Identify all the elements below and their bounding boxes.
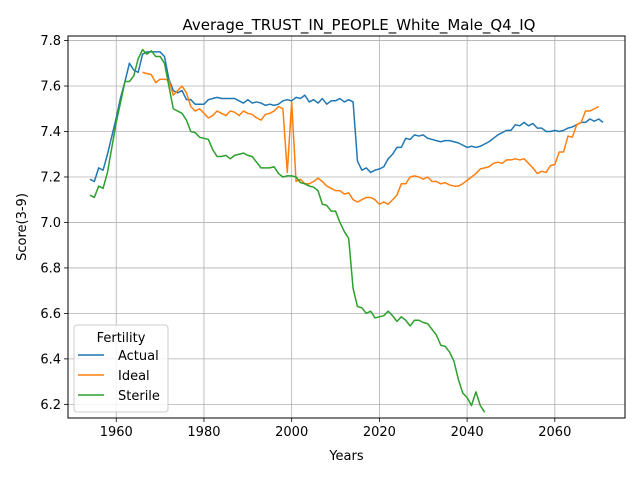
legend-label-ideal: Ideal <box>118 369 150 384</box>
legend-items: Actual Ideal Sterile <box>78 349 160 404</box>
y-tick-label: 6.6 <box>40 307 61 322</box>
y-tick-label: 6.4 <box>40 352 61 367</box>
y-axis-title: Score(3-9) <box>15 193 30 261</box>
chart-title: Average_TRUST_IN_PEOPLE_White_Male_Q4_IQ <box>183 16 536 35</box>
y-tick-label: 6.8 <box>40 261 61 276</box>
x-axis-title: Years <box>328 449 364 464</box>
x-tick-label: 2040 <box>451 425 484 440</box>
y-tick-label: 7.2 <box>40 170 61 185</box>
x-tick-label: 2000 <box>275 425 308 440</box>
y-tick-label: 7.8 <box>40 34 61 49</box>
x-tick-label: 2020 <box>363 425 396 440</box>
series-line-ideal <box>142 71 600 206</box>
x-tick-label: 1960 <box>100 425 133 440</box>
series-lines <box>89 48 604 413</box>
series-line-sterile <box>89 48 486 413</box>
legend-box <box>73 324 169 413</box>
x-tick-label: 2060 <box>538 425 571 440</box>
plot-frame <box>67 35 626 419</box>
legend-label-sterile: Sterile <box>118 389 160 404</box>
legend-title: Fertility <box>97 331 146 346</box>
legend-label-actual: Actual <box>118 349 159 364</box>
legend: Fertility Actual Ideal Sterile <box>73 324 169 413</box>
y-tick-label: 7.4 <box>40 125 61 140</box>
axis-ticks: 1960 1980 2000 2020 2040 2060 6.2 6.4 6.6 6.8 7.0 7… <box>40 34 571 440</box>
series-line-actual <box>89 51 604 183</box>
y-tick-label: 7.0 <box>40 216 61 231</box>
y-tick-label: 6.2 <box>40 398 61 413</box>
y-tick-label: 7.6 <box>40 80 61 95</box>
x-tick-label: 1980 <box>187 425 220 440</box>
